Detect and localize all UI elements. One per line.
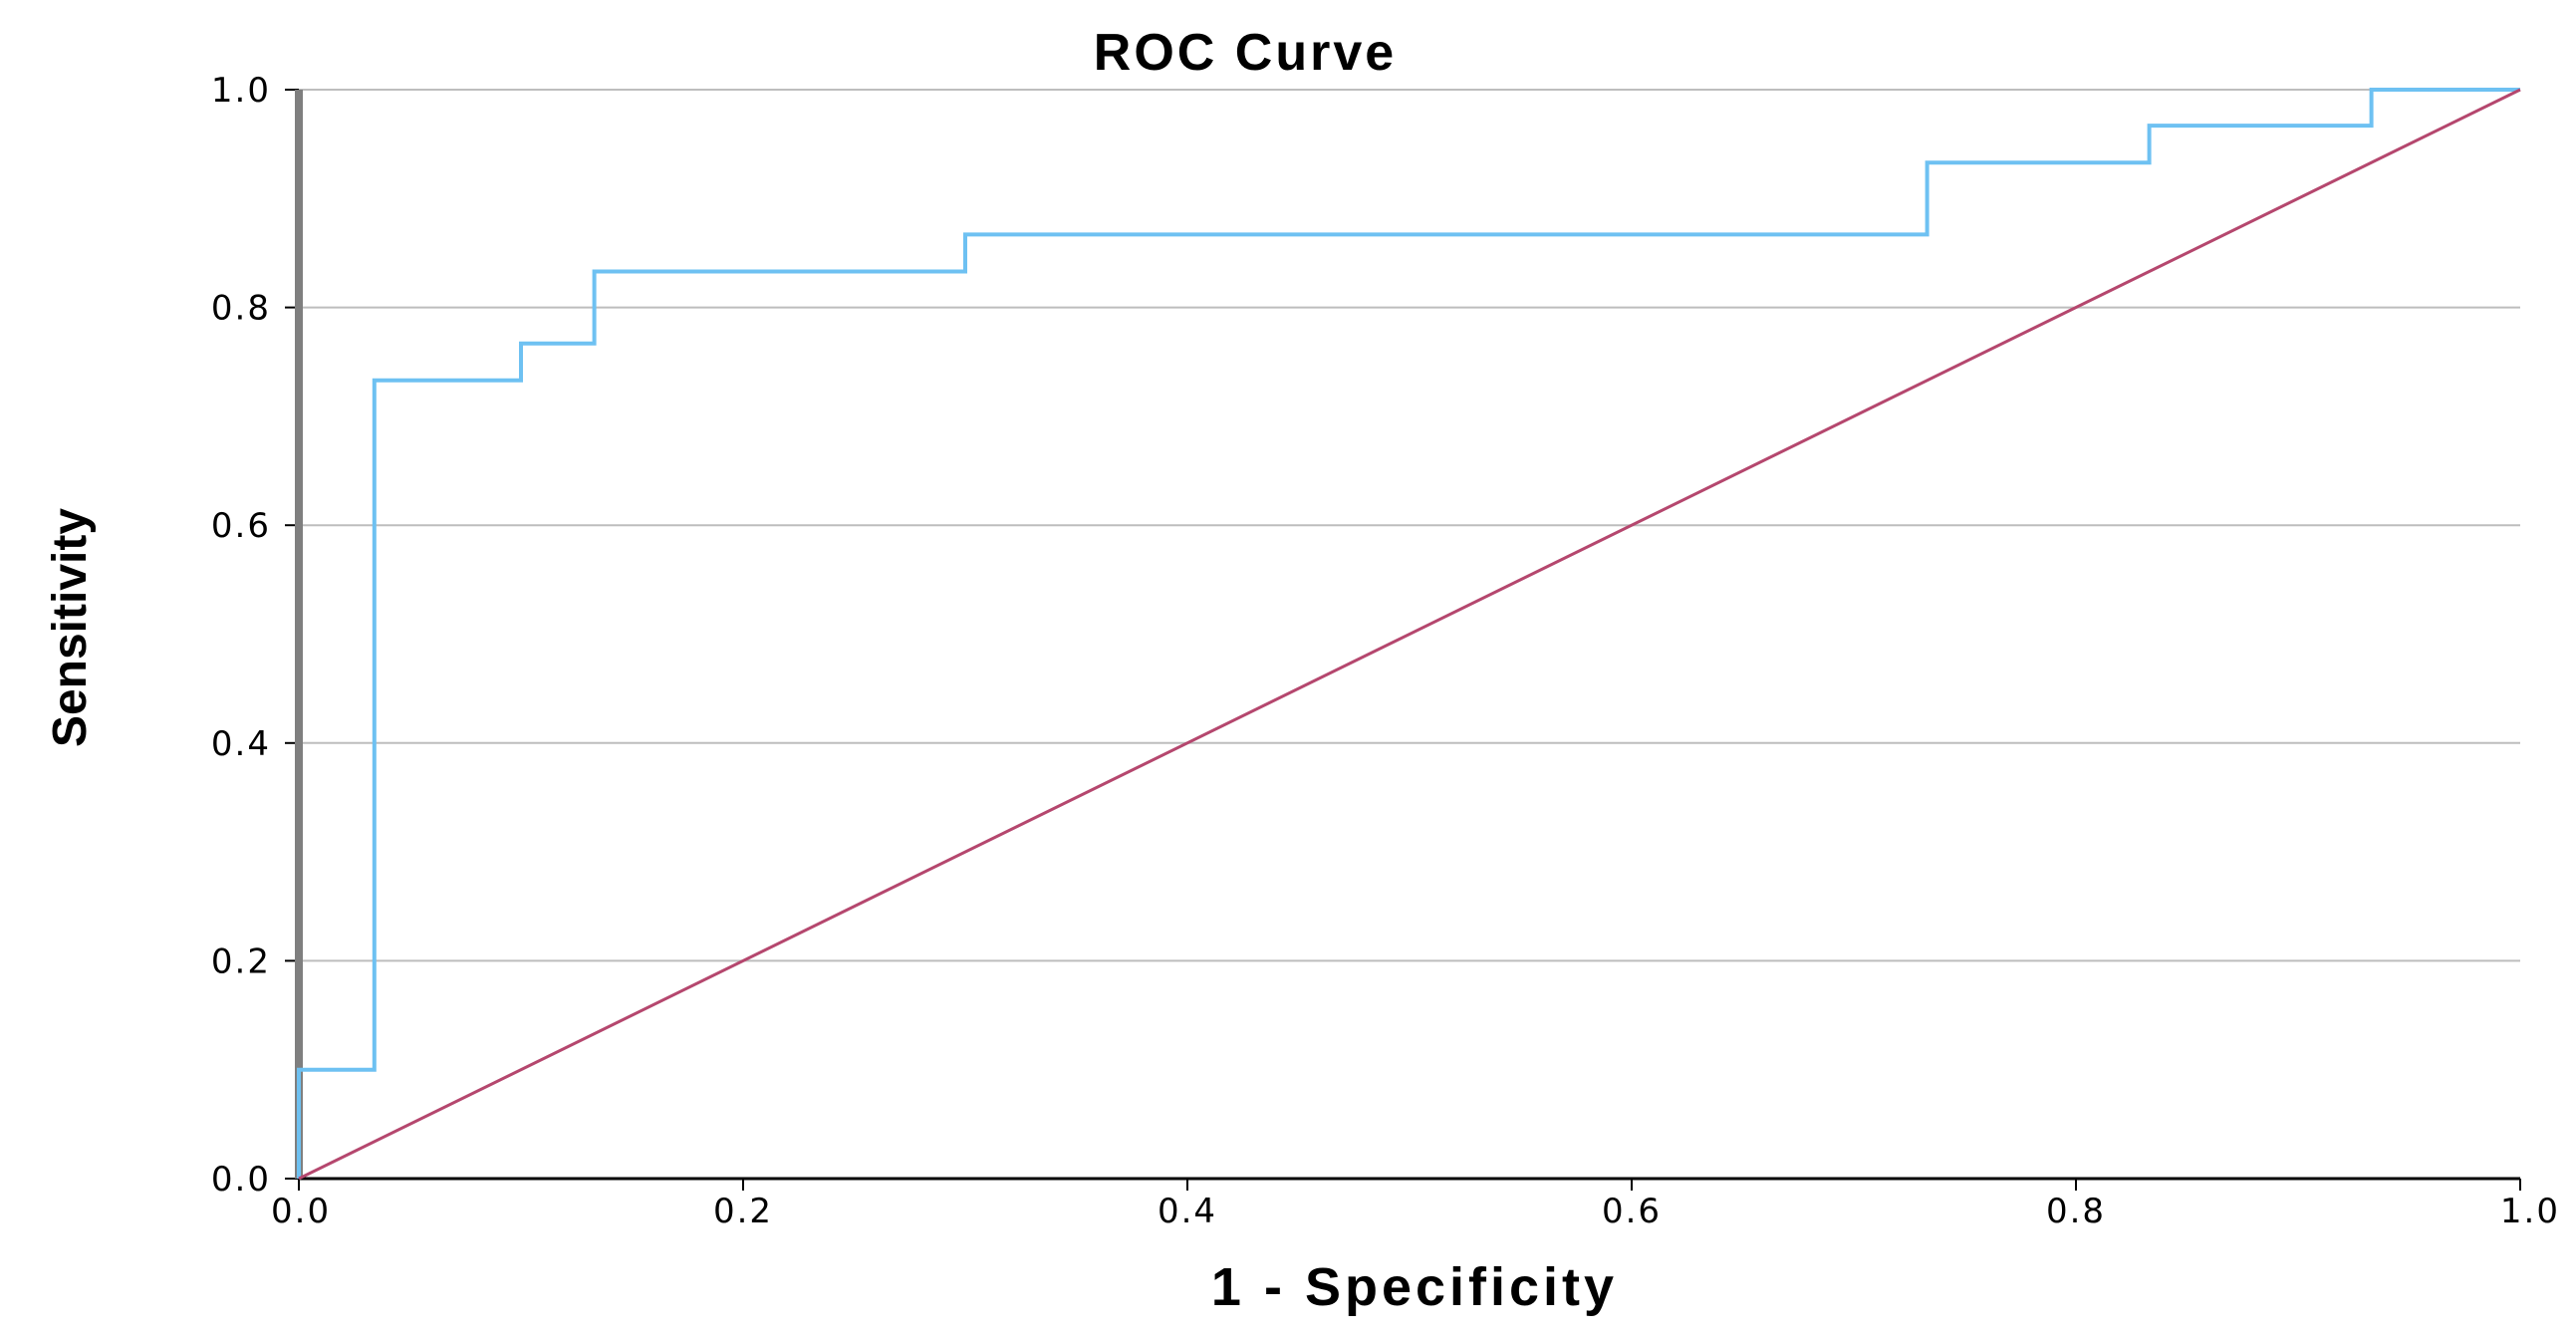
y-tick-label: 0.6 [211,506,271,546]
x-tick-label: 0.6 [1602,1192,1662,1231]
x-tick-label: 0.0 [271,1192,331,1231]
reference-diagonal-line [298,88,2521,1181]
x-tick-label: 0.8 [2046,1192,2106,1231]
tick-labels: 0.0 0.2 0.4 0.6 0.8 1.0 0.0 0.2 0.4 0.6 0.8 1.0 [211,71,2560,1231]
x-axis-label: 1 - Specificity [1211,1257,1618,1317]
y-axis-label: Sensitivity [44,508,97,747]
y-tick-label: 0.2 [211,941,271,981]
y-tick-label: 0.8 [211,289,271,329]
chart-title: ROC Curve [1094,24,1397,82]
axes [285,89,2521,1191]
x-tick-label: 1.0 [2500,1192,2560,1231]
y-tick-label: 0.4 [211,724,271,764]
y-tick-label: 1.0 [211,71,271,111]
series-layer [297,88,2521,1181]
x-tick-label: 0.2 [713,1192,773,1231]
roc-curve-line [297,88,2520,1179]
x-tick-label: 0.4 [1158,1192,1217,1231]
y-tick-label: 0.0 [211,1160,271,1200]
